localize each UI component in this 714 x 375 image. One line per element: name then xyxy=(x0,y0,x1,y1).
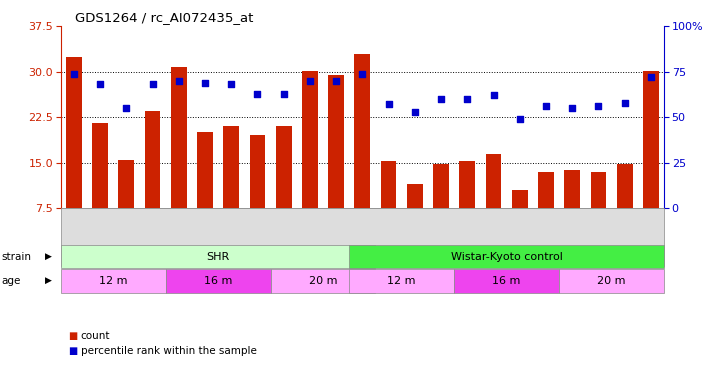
Text: 20 m: 20 m xyxy=(308,276,337,286)
Bar xyxy=(250,135,266,208)
Point xyxy=(278,90,289,96)
Point xyxy=(331,78,342,84)
Bar xyxy=(354,54,371,208)
Point xyxy=(436,96,447,102)
Point xyxy=(252,90,263,96)
Bar xyxy=(617,164,633,208)
Text: percentile rank within the sample: percentile rank within the sample xyxy=(81,346,256,355)
Bar xyxy=(66,57,81,208)
Point xyxy=(409,109,421,115)
Text: Wistar-Kyoto control: Wistar-Kyoto control xyxy=(451,252,563,261)
Point xyxy=(488,92,499,98)
Bar xyxy=(276,126,291,208)
Text: ■: ■ xyxy=(68,331,77,340)
Bar xyxy=(119,160,134,208)
Bar xyxy=(486,154,501,208)
Bar xyxy=(512,190,528,208)
Text: ▶: ▶ xyxy=(45,252,52,261)
Text: 12 m: 12 m xyxy=(388,276,416,286)
Text: GDS1264 / rc_AI072435_at: GDS1264 / rc_AI072435_at xyxy=(75,11,253,24)
Point xyxy=(356,70,368,76)
Bar xyxy=(590,172,606,208)
Bar xyxy=(459,162,475,208)
Bar xyxy=(328,75,344,208)
Point xyxy=(304,78,316,84)
Bar xyxy=(302,70,318,208)
Text: SHR: SHR xyxy=(206,252,230,261)
Bar xyxy=(92,123,108,208)
Text: ▶: ▶ xyxy=(45,276,52,285)
Bar xyxy=(145,111,161,208)
Point xyxy=(94,81,106,87)
Bar xyxy=(407,184,423,208)
Text: strain: strain xyxy=(1,252,31,261)
Point xyxy=(147,81,159,87)
Bar xyxy=(171,67,186,208)
Text: ■: ■ xyxy=(68,346,77,355)
Point xyxy=(68,70,79,76)
Text: count: count xyxy=(81,331,110,340)
Bar xyxy=(564,170,580,208)
Point xyxy=(514,116,526,122)
Text: 16 m: 16 m xyxy=(204,276,232,286)
Point xyxy=(619,100,630,106)
Point xyxy=(121,105,132,111)
Point xyxy=(593,103,604,109)
Bar xyxy=(538,172,554,208)
Text: 16 m: 16 m xyxy=(493,276,521,286)
Bar xyxy=(381,162,396,208)
Text: 20 m: 20 m xyxy=(598,276,625,286)
Point xyxy=(645,74,657,80)
Point xyxy=(173,78,184,84)
Point xyxy=(226,81,237,87)
Bar xyxy=(433,164,449,208)
Point xyxy=(566,105,578,111)
Text: age: age xyxy=(1,276,21,286)
Point xyxy=(540,103,552,109)
Point xyxy=(383,102,394,108)
Bar xyxy=(223,126,239,208)
Bar xyxy=(643,70,659,208)
Text: 12 m: 12 m xyxy=(99,276,127,286)
Bar xyxy=(197,132,213,208)
Point xyxy=(199,80,211,86)
Point xyxy=(461,96,473,102)
